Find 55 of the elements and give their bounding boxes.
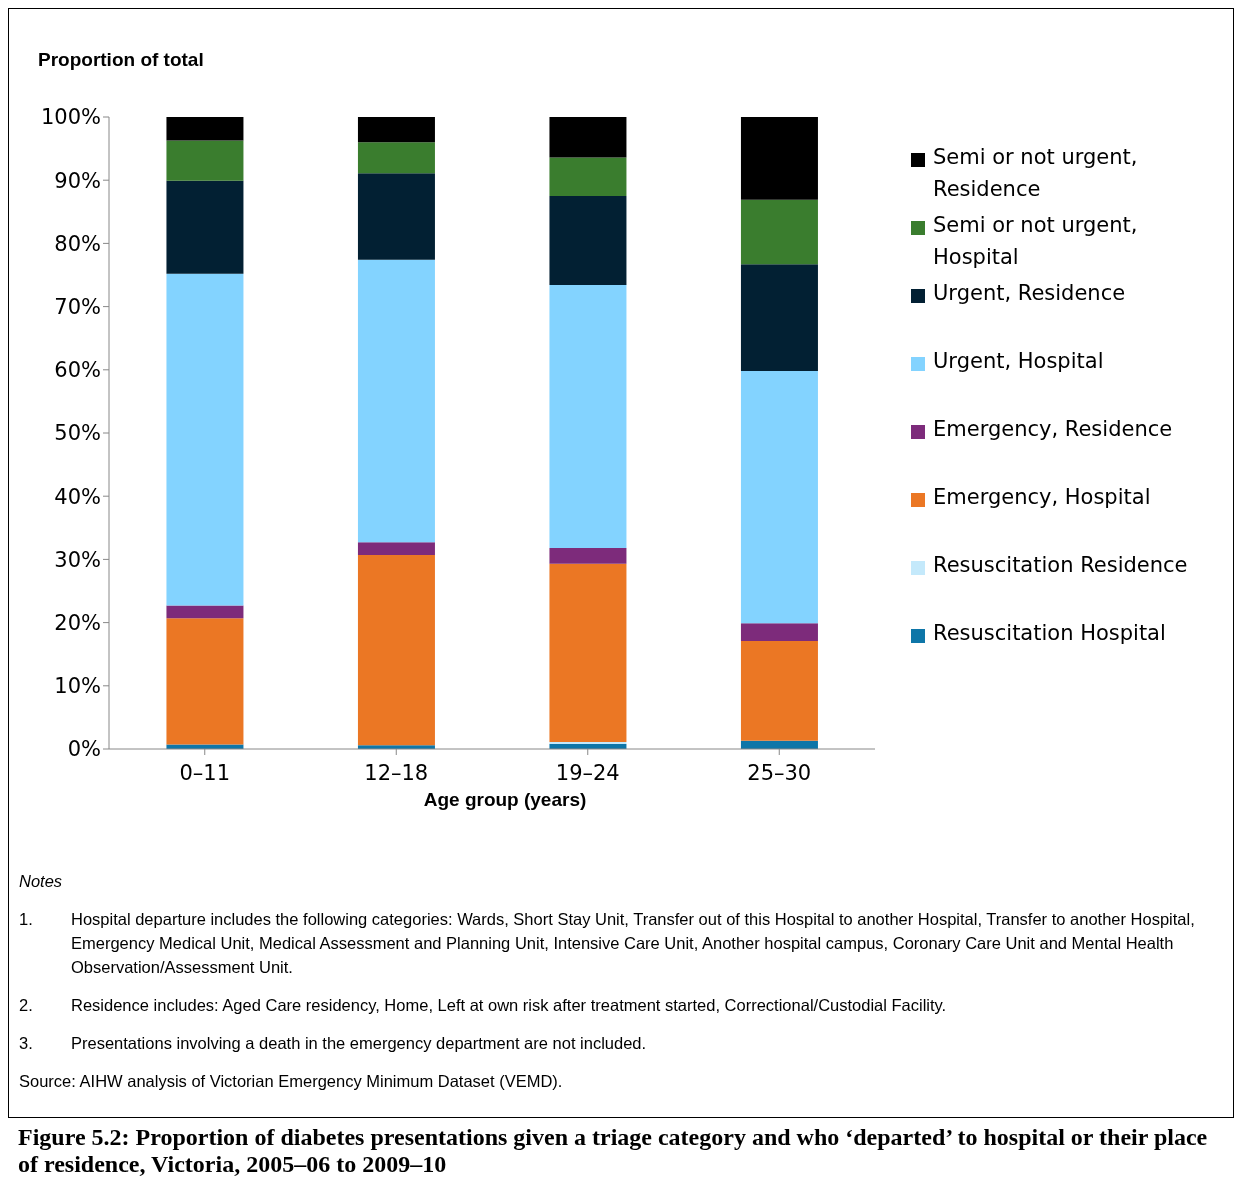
bar xyxy=(740,199,818,265)
bar xyxy=(740,623,818,641)
bar xyxy=(166,618,244,745)
legend-label: Semi or not urgent, Hospital xyxy=(933,212,1139,271)
text: 3. Presentations involving a death in the emergency department are not included. xyxy=(19,1034,647,1052)
legend-label: Resuscitation Residence xyxy=(933,552,1188,579)
bar xyxy=(549,157,627,196)
legend-label: Resuscitation Hospital xyxy=(933,620,1166,647)
x-tick-label: 12–18 xyxy=(364,760,429,785)
x-axis-title: Age group (years) xyxy=(422,789,588,811)
text: Notes xyxy=(19,871,64,892)
bar xyxy=(357,554,435,746)
bar xyxy=(166,140,244,181)
y-tick-label: 10% xyxy=(54,674,101,699)
legend-label: Emergency, Residence xyxy=(933,416,1173,443)
y-tick-label: 50% xyxy=(54,421,101,446)
x-tick-label: 0–11 xyxy=(179,760,231,785)
y-tick-label: 90% xyxy=(54,168,101,193)
bar xyxy=(357,117,435,143)
y-tick-label: 40% xyxy=(54,484,101,509)
bar xyxy=(166,605,244,619)
bar xyxy=(166,117,244,141)
bar xyxy=(740,264,818,372)
bar xyxy=(549,285,627,549)
bar xyxy=(549,563,627,743)
bar xyxy=(549,548,627,564)
bar xyxy=(166,180,244,274)
y-tick-label: 70% xyxy=(54,295,101,320)
bar xyxy=(357,173,435,260)
bar xyxy=(740,117,818,200)
y-tick-label: 100% xyxy=(40,105,101,130)
text: 2. Residence includes: Aged Care residency, Home, Left at own risk after treatment started, Correctional/Custodial Facility. xyxy=(19,996,947,1014)
y-tick-label: 0% xyxy=(67,737,101,762)
source-note: Source: AIHW analysis of Victorian Emergency Minimum Dataset (VEMD). xyxy=(19,1071,564,1092)
legend-label: Semi or not urgent, Residence xyxy=(933,144,1139,203)
x-tick-label: 19–24 xyxy=(555,760,620,785)
y-tick-label: 30% xyxy=(54,547,101,572)
y-axis-title: Proportion of total xyxy=(38,49,204,71)
bar xyxy=(357,142,435,174)
legend-label: Emergency, Hospital xyxy=(933,484,1151,511)
y-tick-label: 80% xyxy=(54,231,101,256)
bar xyxy=(549,196,627,286)
legend-label: Urgent, Hospital xyxy=(933,348,1104,375)
bar xyxy=(549,117,627,158)
bar xyxy=(166,273,244,606)
text: Figure 5.2: Proportion of diabetes presentations given a triage category and who ‘departed’ to hospital or their place of residence, Victoria, 2005–06 to 2009–10 xyxy=(17,1123,1209,1179)
legend-label: Urgent, Residence xyxy=(933,280,1126,307)
bar xyxy=(357,542,435,555)
bar xyxy=(740,640,818,741)
text: 1. Hospital departure includes the following categories: Wards, Short Stay Unit, Transfer out of this Hospital to another Hospital, Transfer to another Hospital, Emergency Medical Unit, Medical Assessment and Planning Unit, Intensive Care Unit, Another hospital campus, Coronary Care Unit and Mental Health Observation/Assessment Unit. xyxy=(19,910,1195,976)
y-tick-label: 60% xyxy=(54,358,101,383)
bar xyxy=(357,259,435,543)
bar xyxy=(740,371,818,624)
x-tick-label: 25–30 xyxy=(747,760,812,785)
y-tick-label: 20% xyxy=(54,611,101,636)
